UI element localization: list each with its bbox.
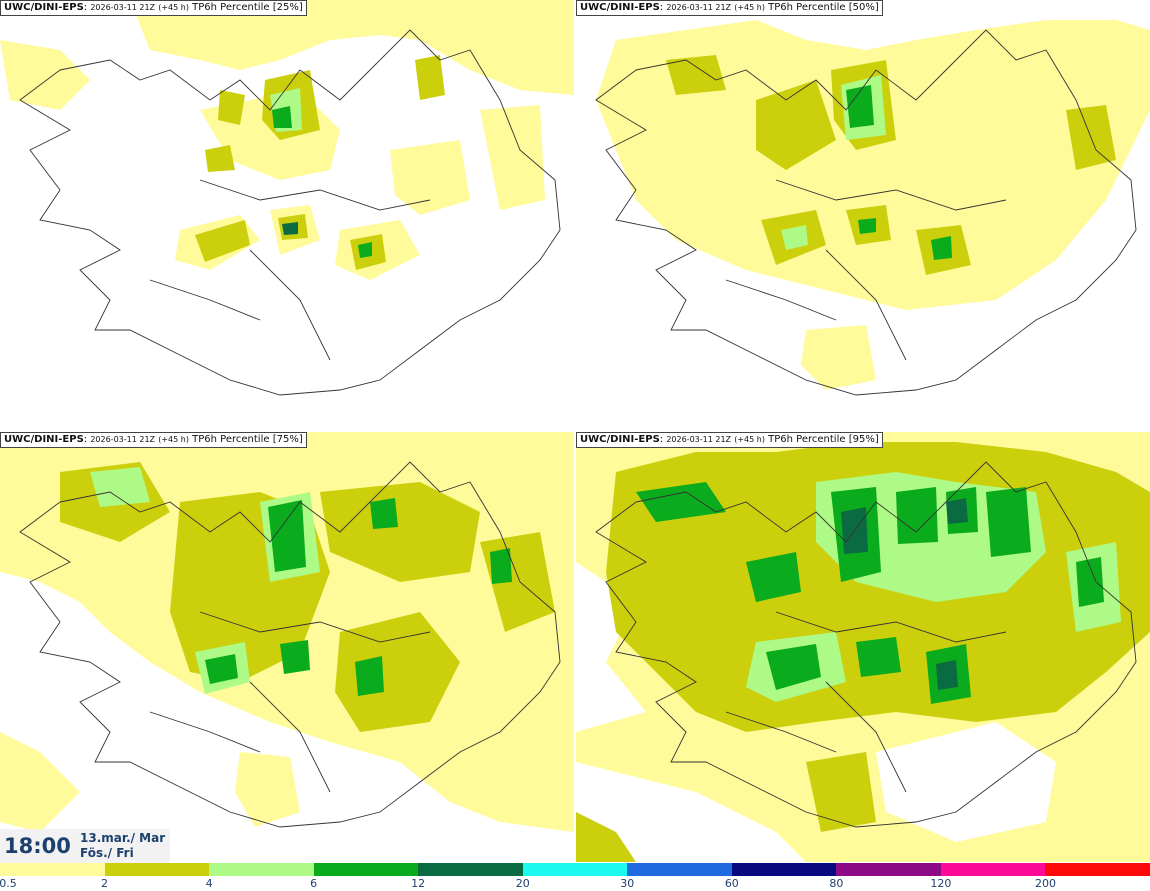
colorbar-ticks: 0.5 2 4 6 12 20 30 60 80 120 200	[0, 876, 1150, 891]
valid-date-line: 13.mar./ Mar	[80, 831, 166, 845]
panel-title: UWC/DINI-EPS: 2026-03-11 21Z (+45 h) TP6…	[0, 0, 307, 16]
colorbar-tick-label: 12	[411, 877, 426, 890]
field-name: TP6h Percentile [25%]	[192, 2, 303, 13]
colorbar-tick-label: 0.5	[0, 877, 17, 890]
colorbar-segment	[209, 863, 314, 876]
panel-title: UWC/DINI-EPS: 2026-03-11 21Z (+45 h) TP6…	[0, 432, 307, 448]
map-panel-p25: UWC/DINI-EPS: 2026-03-11 21Z (+45 h) TP6…	[0, 0, 574, 430]
lead-time: (+45 h)	[734, 3, 765, 12]
valid-day-line: Fös./ Fri	[80, 846, 134, 860]
lead-time: (+45 h)	[158, 435, 189, 444]
precip-contours	[576, 432, 1150, 862]
colorbar	[0, 863, 1150, 876]
coastline	[19, 29, 561, 396]
map-panel-p75: UWC/DINI-EPS: 2026-03-11 21Z (+45 h) TP6…	[0, 432, 574, 862]
precip-contours	[0, 432, 574, 832]
colorbar-segment	[940, 863, 1046, 876]
panel-title: UWC/DINI-EPS: 2026-03-11 21Z (+45 h) TP6…	[576, 432, 883, 448]
colorbar-segment	[104, 863, 210, 876]
model-name: UWC/DINI-EPS	[580, 2, 660, 13]
precip-map-p50	[595, 20, 1150, 396]
precip-map-p25	[0, 0, 574, 396]
colorbar-tick-label: 30	[620, 877, 635, 890]
colorbar-tick-label: 4	[205, 877, 213, 890]
run-time: 2026-03-11 21Z	[666, 3, 732, 12]
colorbar-segment	[0, 863, 105, 876]
colorbar-tick-label: 200	[1034, 877, 1056, 890]
colorbar-tick-label: 2	[101, 877, 109, 890]
field-name: TP6h Percentile [95%]	[768, 434, 879, 445]
coastline	[595, 461, 1137, 828]
field-name: TP6h Percentile [75%]	[192, 434, 303, 445]
map-panel-p95: UWC/DINI-EPS: 2026-03-11 21Z (+45 h) TP6…	[576, 432, 1150, 862]
colorbar-tick-label: 60	[724, 877, 739, 890]
colorbar-segment	[836, 863, 941, 876]
run-time: 2026-03-11 21Z	[90, 435, 156, 444]
colorbar-tick-label: 20	[515, 877, 530, 890]
coastline	[19, 461, 561, 828]
colorbar-tick-label: 6	[310, 877, 318, 890]
valid-time-box: 18:00 13.mar./ Mar Fös./ Fri	[0, 829, 170, 863]
valid-time: 18:00	[4, 834, 71, 858]
precip-map-p75	[0, 432, 574, 832]
model-name: UWC/DINI-EPS	[580, 434, 660, 445]
map-panel-p50: UWC/DINI-EPS: 2026-03-11 21Z (+45 h) TP6…	[576, 0, 1150, 430]
precip-map-p95	[576, 432, 1150, 862]
colorbar-tick-label: 120	[930, 877, 952, 890]
lead-time: (+45 h)	[158, 3, 189, 12]
precip-contours	[0, 0, 574, 280]
model-name: UWC/DINI-EPS	[4, 2, 84, 13]
colorbar-tick-label: 80	[829, 877, 844, 890]
field-name: TP6h Percentile [50%]	[768, 2, 879, 13]
colorbar-segment	[313, 863, 419, 876]
colorbar-segment	[1045, 863, 1150, 876]
colorbar-segment	[522, 863, 628, 876]
lead-time: (+45 h)	[734, 435, 765, 444]
run-time: 2026-03-11 21Z	[666, 435, 732, 444]
valid-date: 13.mar./ Mar Fös./ Fri	[80, 831, 165, 861]
coastline	[595, 29, 1137, 396]
colorbar-segment	[731, 863, 837, 876]
panel-title: UWC/DINI-EPS: 2026-03-11 21Z (+45 h) TP6…	[576, 0, 883, 16]
model-name: UWC/DINI-EPS	[4, 434, 84, 445]
run-time: 2026-03-11 21Z	[90, 3, 156, 12]
precip-contours	[596, 20, 1150, 390]
colorbar-segment	[627, 863, 732, 876]
colorbar-segment	[418, 863, 523, 876]
